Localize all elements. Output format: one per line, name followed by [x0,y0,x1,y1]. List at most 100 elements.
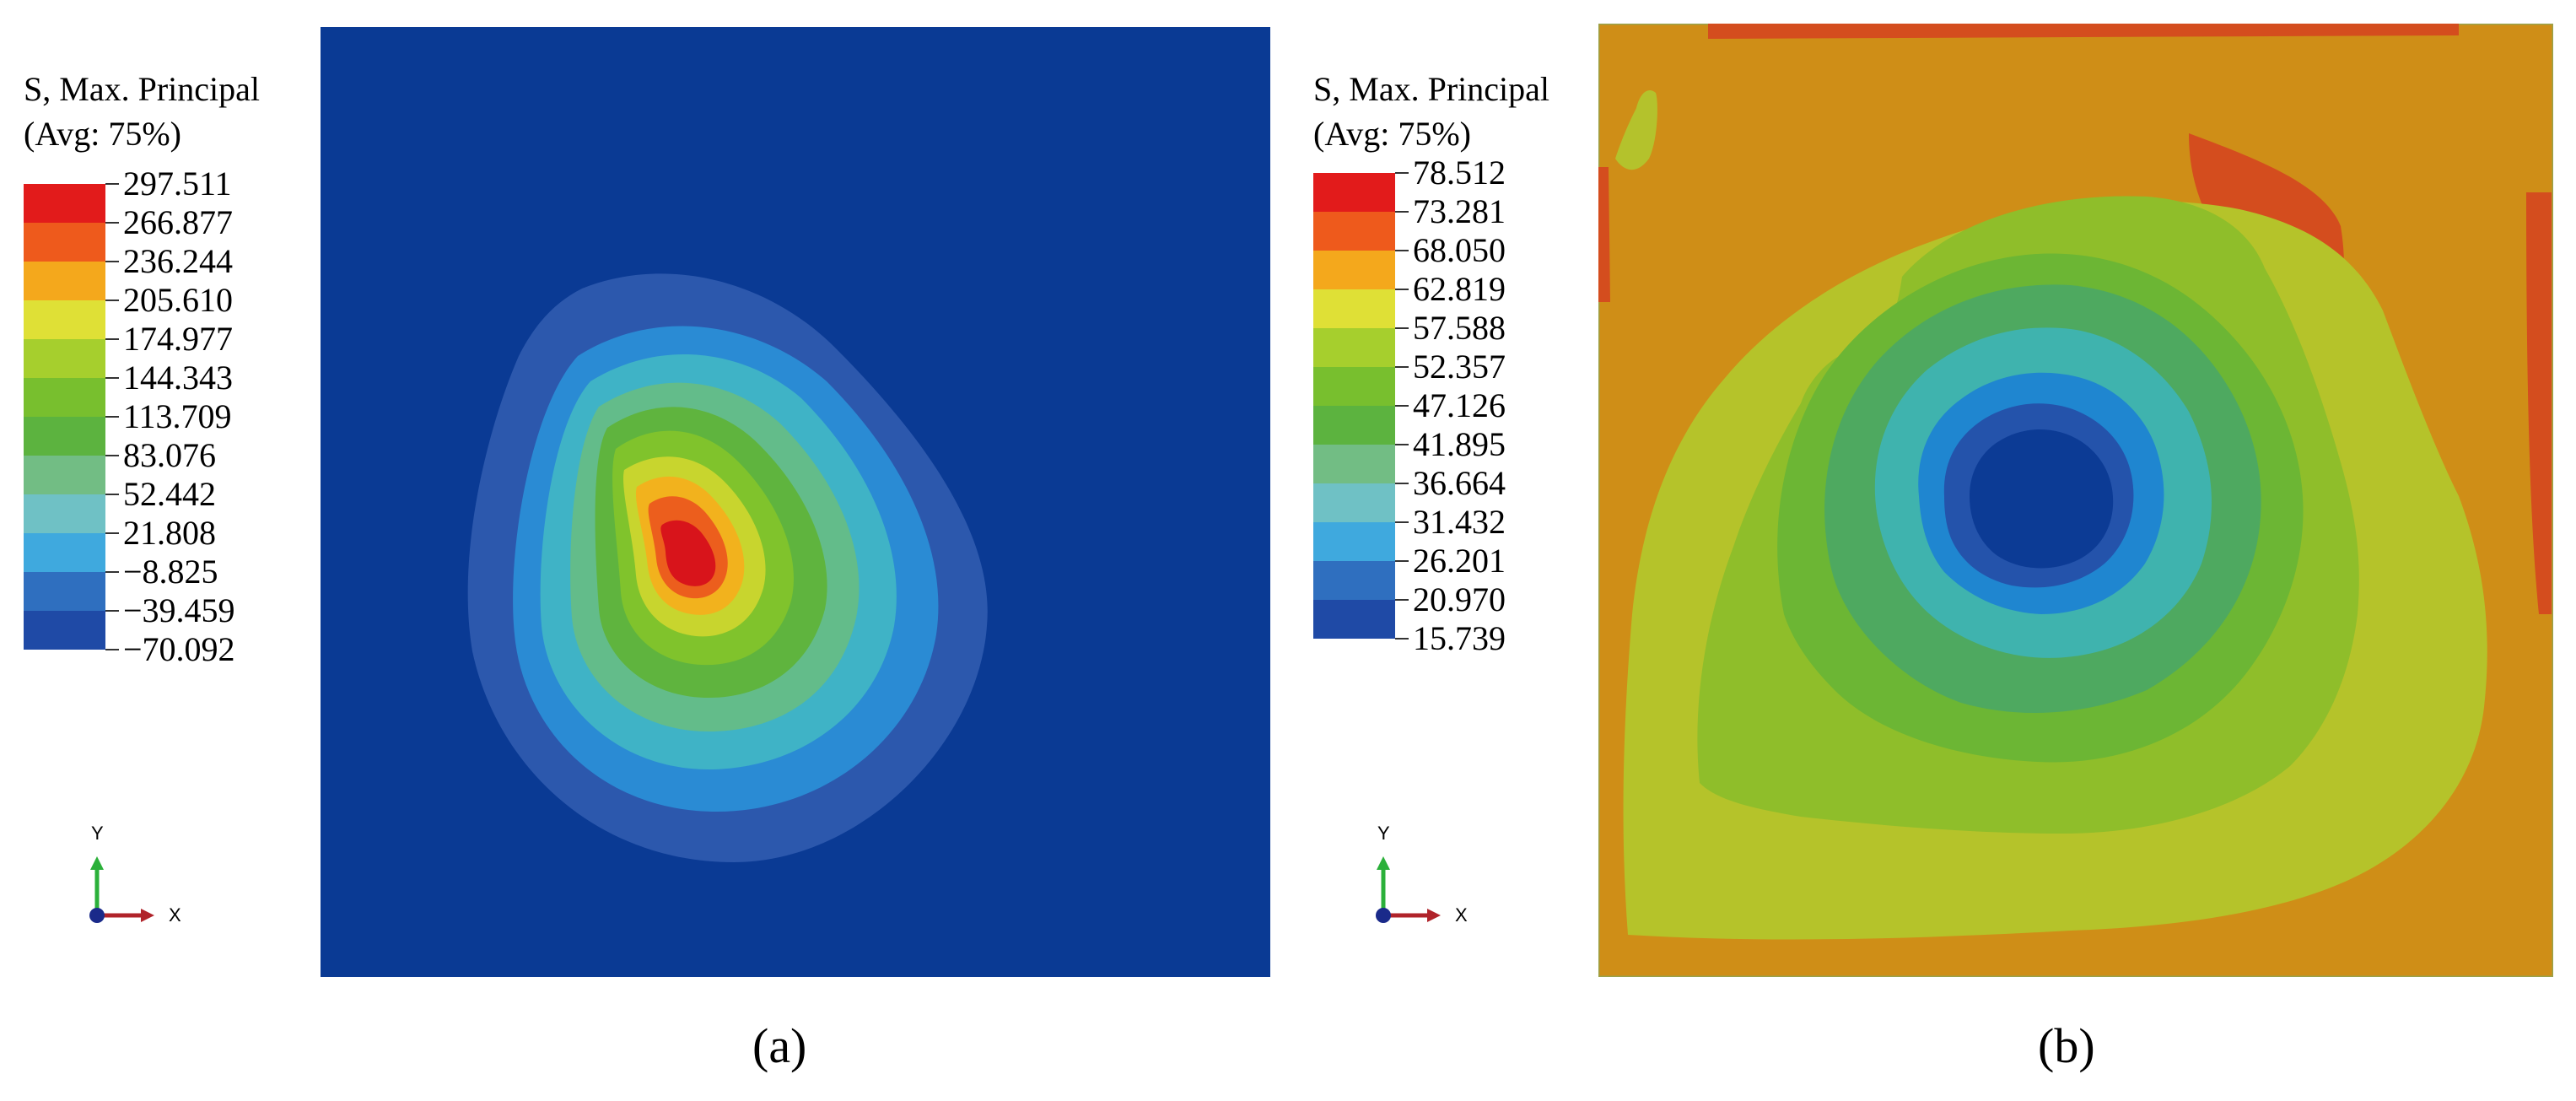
legend-value: 73.281 [1413,192,1506,230]
legend-value: 205.610 [123,281,233,319]
legend-tick [105,261,119,262]
x-axis-label: X [169,904,181,926]
legend-swatch [1313,328,1395,367]
contour-band [1970,429,2114,569]
legend-value: 78.512 [1413,154,1506,192]
legend-value: 15.739 [1413,619,1506,657]
legend-tick [105,377,119,379]
legend-value: 266.877 [123,203,233,241]
color-legend: 78.512 73.281 68.050 62.819 57.588 52.357 47.1… [1313,156,1592,671]
x-axis-label: X [1455,904,1468,926]
legend-swatch [24,456,105,494]
legend-value: 62.819 [1413,270,1506,308]
contour-plot [321,27,1270,977]
contour-band [1615,90,1657,170]
legend-value: 174.977 [123,320,233,358]
legend-swatch [1313,600,1395,639]
contour-plot [1598,24,2553,977]
legend-swatch [1313,212,1395,251]
legend-tick [1395,327,1409,329]
legend-swatch [1313,289,1395,328]
y-axis-arrowhead [90,856,104,870]
legend-tick [1395,599,1409,601]
contour-band [1598,167,1610,302]
legend-swatch [1313,173,1395,212]
legend-swatch [24,417,105,456]
legend-swatch [24,184,105,223]
legend-swatch [24,572,105,611]
legend-swatch [1313,522,1395,561]
legend-value: 57.588 [1413,309,1506,347]
legend-swatch [1313,251,1395,289]
legend-swatch [1313,445,1395,483]
legend-swatch [24,494,105,533]
color-legend: 297.511 266.877 236.244 205.610 174.977 144.3… [24,167,302,682]
y-axis-arrowhead [1377,856,1390,870]
legend-value: 297.511 [123,165,232,202]
legend-tick [105,610,119,612]
legend-value: 21.808 [123,514,216,552]
y-axis-label: Y [91,823,104,844]
legend-value: 144.343 [123,359,233,397]
legend-value: 52.442 [123,475,216,513]
legend-value: 83.076 [123,436,216,474]
legend-tick [1395,638,1409,640]
legend-value: 68.050 [1413,231,1506,269]
legend-swatch [24,300,105,339]
legend-swatch [24,223,105,262]
legend-tick [105,416,119,418]
legend-tick [1395,560,1409,562]
legend-swatch [1313,561,1395,600]
legend-tick [1395,444,1409,445]
legend-value: 20.970 [1413,580,1506,618]
legend-tick [105,532,119,534]
y-axis-label: Y [1377,823,1390,844]
legend-tick [1395,250,1409,251]
legend-swatch [1313,483,1395,522]
legend-tick [1395,172,1409,174]
legend-value: 26.201 [1413,542,1506,580]
legend-swatch [24,533,105,572]
legend-swatch [24,339,105,378]
legend-tick [1395,211,1409,213]
legend-swatch [24,611,105,650]
legend-value: 47.126 [1413,386,1506,424]
legend-swatch [1313,406,1395,445]
legend-tick [1395,405,1409,407]
legend-tick [105,183,119,185]
contour-band [660,520,716,586]
axis-origin [89,908,105,923]
legend-title: S, Max. Principal [24,70,260,108]
legend-tick [105,649,119,650]
legend-value: 52.357 [1413,348,1506,386]
axis-triad [89,856,154,923]
x-axis-arrowhead [1427,909,1441,922]
legend-tick [105,300,119,301]
legend-tick [1395,521,1409,523]
x-axis-arrowhead [141,909,154,922]
legend-swatch [1313,367,1395,406]
legend-swatch [24,378,105,417]
panel-caption: (b) [2038,1018,2095,1073]
legend-value: 113.709 [123,397,232,435]
legend-tick [1395,366,1409,368]
legend-tick [105,222,119,224]
legend-value: 36.664 [1413,464,1506,502]
legend-tick [105,338,119,340]
legend-value: −39.459 [123,591,235,629]
legend-tick [105,455,119,456]
contour-band [1708,24,2459,39]
axis-origin [1376,908,1391,923]
legend-value: −8.825 [123,553,218,591]
legend-tick [1395,289,1409,290]
legend-subtitle: (Avg: 75%) [1313,115,1471,153]
legend-tick [1395,483,1409,484]
legend-tick [105,571,119,573]
contour-band [2526,192,2552,614]
legend-value: −70.092 [123,630,235,668]
legend-tick [105,494,119,495]
legend-title: S, Max. Principal [1313,70,1549,108]
legend-value: 31.432 [1413,503,1506,541]
axis-triad [1376,856,1441,923]
legend-swatch [24,262,105,300]
